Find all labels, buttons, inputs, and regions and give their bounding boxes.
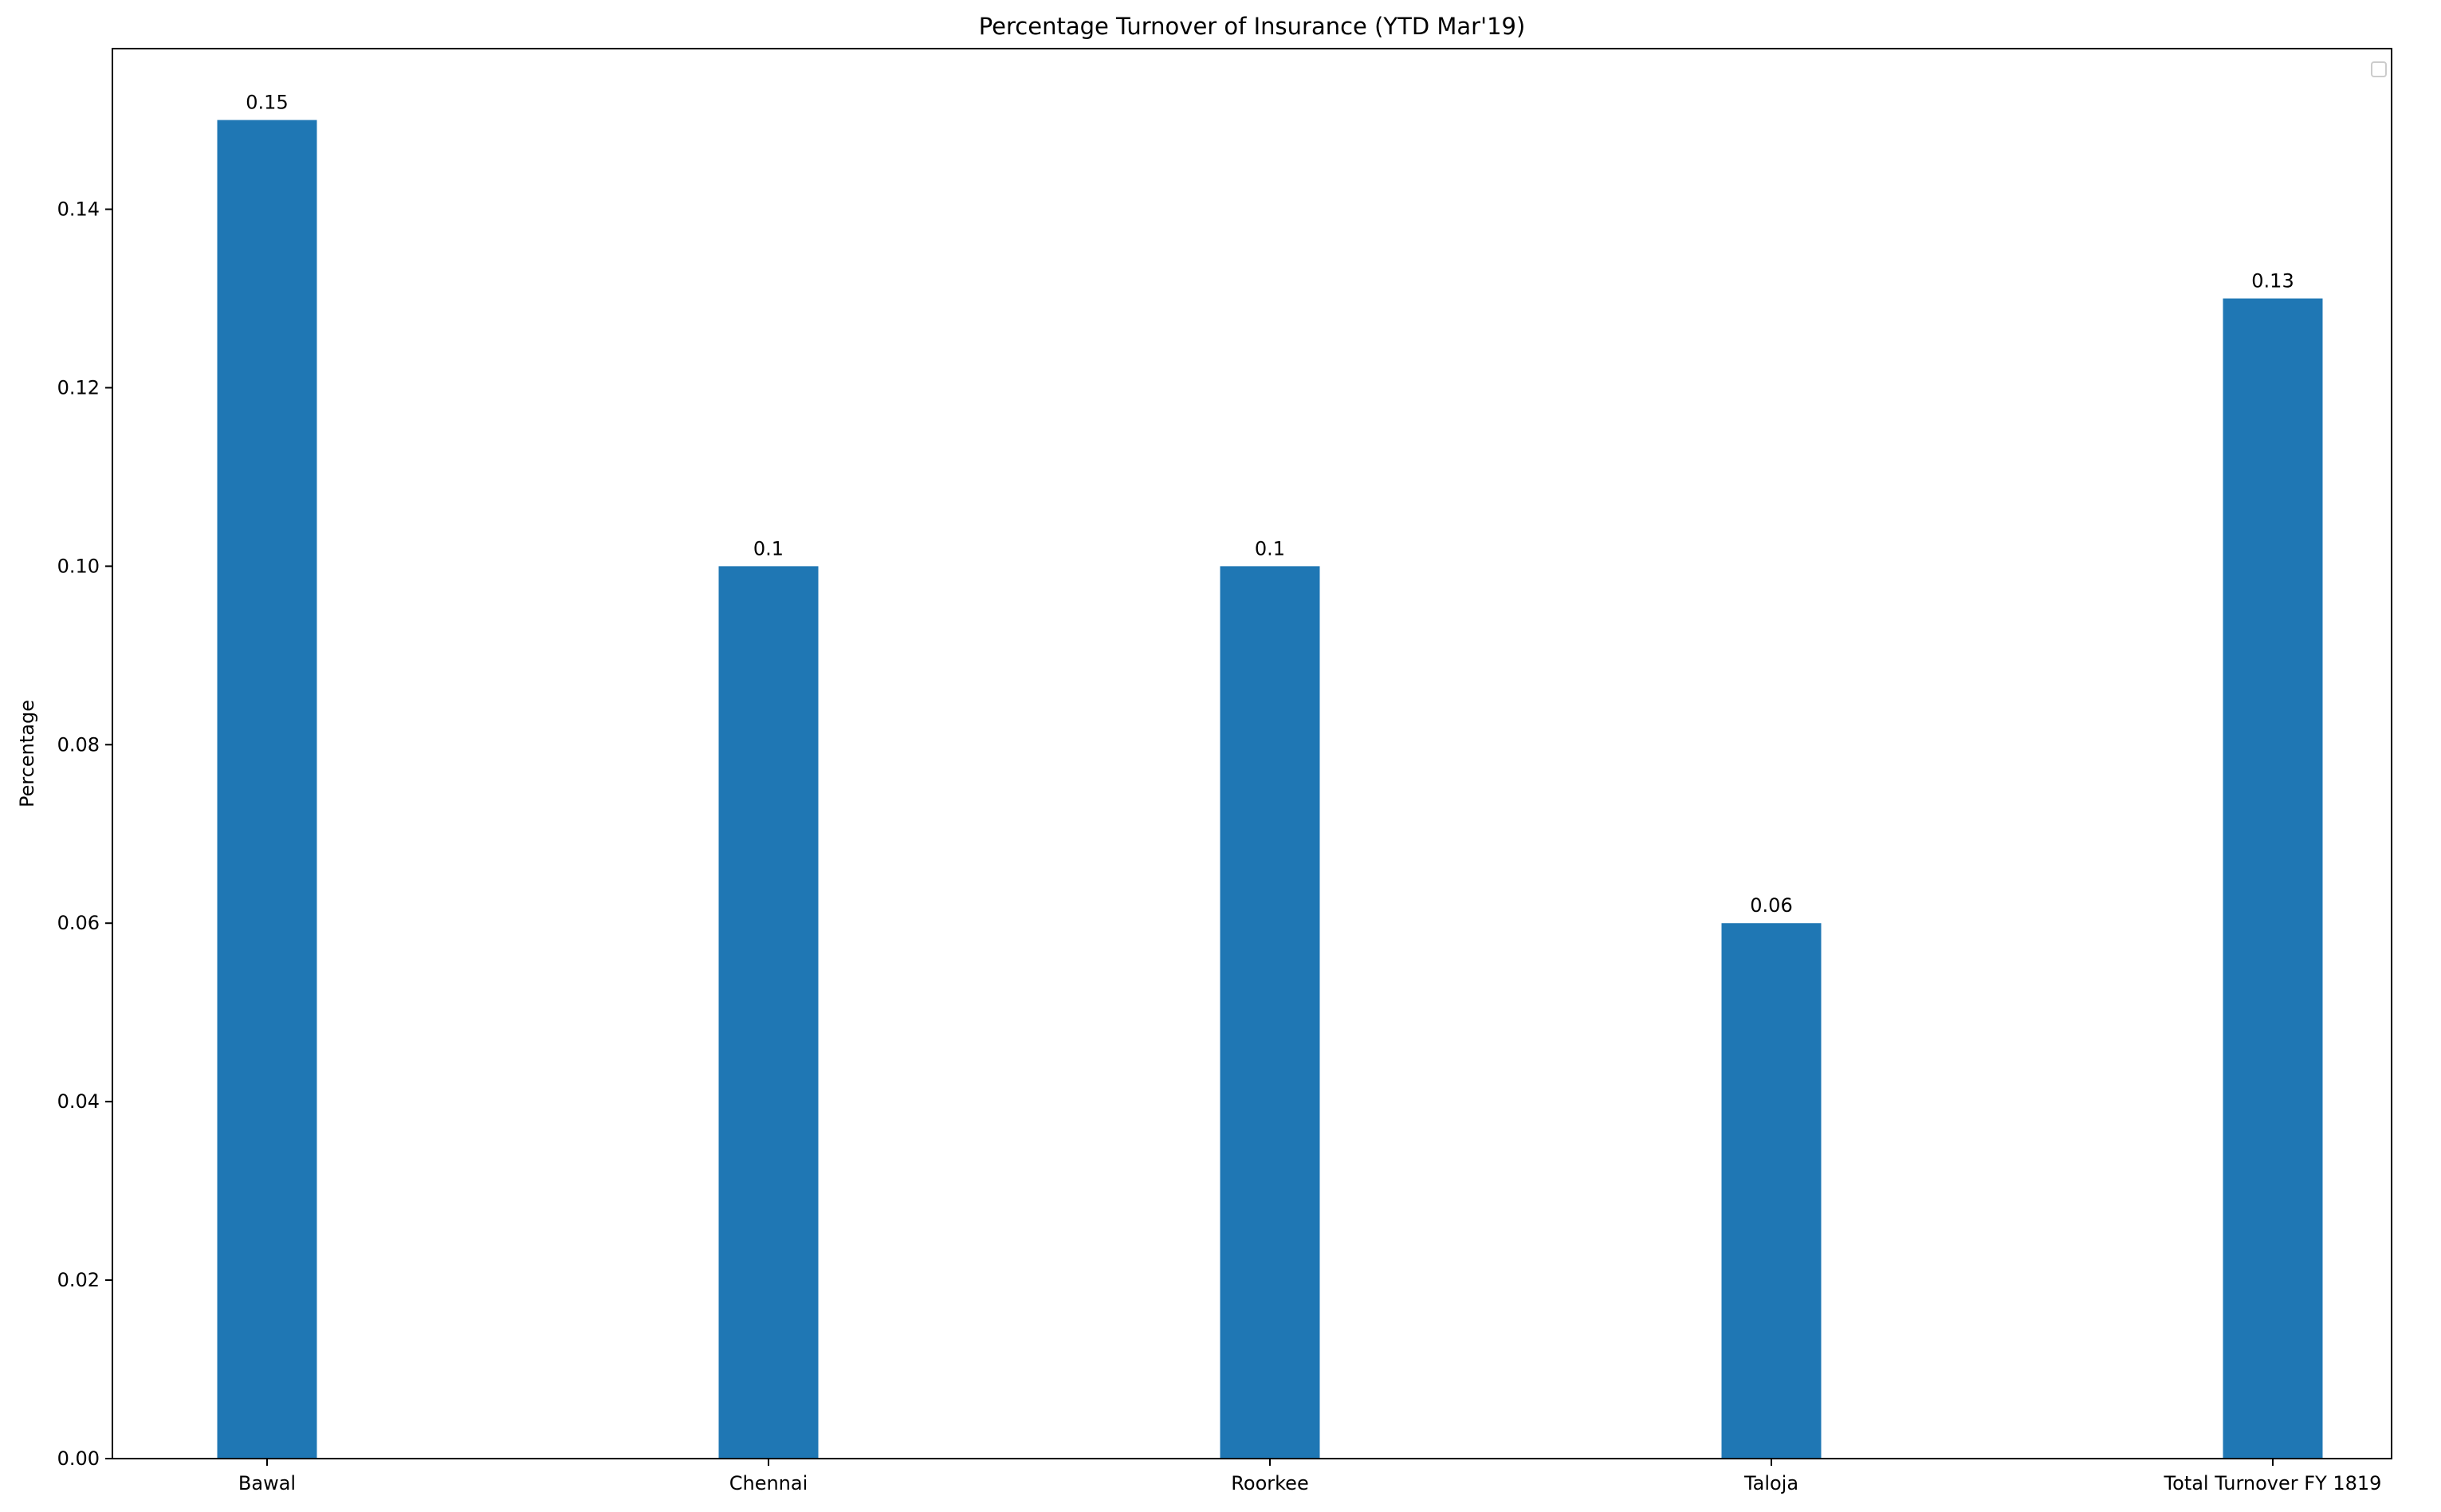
data-label: 0.15 — [246, 92, 288, 114]
y-tick-label: 0.04 — [57, 1090, 100, 1113]
y-tick-label: 0.12 — [57, 376, 100, 399]
data-label: 0.1 — [1255, 537, 1285, 560]
chart-title: Percentage Turnover of Insurance (YTD Ma… — [979, 13, 1526, 40]
bar-chennai — [718, 566, 819, 1459]
bar-bawal — [217, 120, 317, 1459]
data-label: 0.06 — [1750, 894, 1792, 917]
x-tick-label: Roorkee — [1231, 1472, 1308, 1494]
bar-taloja — [1721, 923, 1822, 1459]
x-tick-label: Total Turnover FY 1819 — [2164, 1472, 2382, 1494]
bar-total-turnover-fy-1819 — [2223, 298, 2323, 1459]
data-label: 0.1 — [753, 537, 784, 560]
y-tick-label: 0.08 — [57, 733, 100, 756]
data-label: 0.13 — [2251, 269, 2294, 292]
x-tick-label: Chennai — [729, 1472, 808, 1494]
bar-roorkee — [1220, 566, 1320, 1459]
y-tick-label: 0.02 — [57, 1269, 100, 1291]
x-tick-label: Bawal — [238, 1472, 296, 1494]
y-axis-label: Percentage — [16, 700, 38, 807]
y-tick-label: 0.14 — [57, 198, 100, 221]
plot-area-frame — [112, 48, 2392, 1459]
x-tick-label: Taloja — [1743, 1472, 1798, 1494]
bars-group: 0.15 0.1 0.1 0.06 0.13 — [217, 92, 2323, 1459]
y-tick-label: 0.06 — [57, 912, 100, 934]
y-tick-label: 0.00 — [57, 1447, 100, 1470]
ticks-group: Bawal Chennai Roorkee Taloja Total Turnover … — [57, 198, 2382, 1494]
legend-box[interactable] — [2371, 61, 2387, 77]
y-tick-label: 0.10 — [57, 555, 100, 577]
